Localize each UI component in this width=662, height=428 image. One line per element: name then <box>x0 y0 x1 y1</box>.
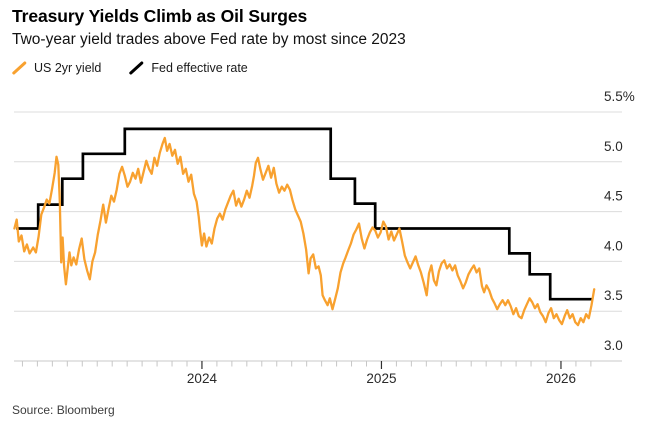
y-tick-label: 3.0 <box>604 338 623 353</box>
series-us-2yr-yield <box>13 136 596 327</box>
y-gridlines <box>14 111 622 362</box>
legend-label: US 2yr yield <box>34 61 102 75</box>
page-title: Treasury Yields Climb as Oil Surges <box>12 6 308 26</box>
chart-subtitle: Two-year yield trades above Fed rate by … <box>12 31 406 48</box>
y-tick-label: 5.5% <box>604 89 635 104</box>
source-credit: Source: Bloomberg <box>12 403 115 417</box>
x-tick-label: 2026 <box>546 371 576 386</box>
x-axis-labels: 2024 2025 2026 <box>187 371 576 386</box>
y-tick-label: 4.0 <box>604 238 623 253</box>
black-line-swatch-icon <box>129 61 144 75</box>
legend-item-fed-effective-rate: Fed effective rate <box>129 61 248 75</box>
series-fed-effective-rate <box>16 127 594 301</box>
x-tick-label: 2025 <box>366 371 396 386</box>
y-axis-labels: 5.5% 5.0 4.5 4.0 3.5 3.0 <box>604 89 635 353</box>
y-tick-label: 4.5 <box>604 189 623 204</box>
orange-line-swatch-icon <box>12 61 27 75</box>
x-tick-label: 2024 <box>187 371 218 386</box>
y-tick-label: 3.5 <box>604 288 623 303</box>
y-tick-label: 5.0 <box>604 139 623 154</box>
legend: US 2yr yield Fed effective rate <box>12 61 248 75</box>
x-axis-ticks <box>21 361 592 369</box>
legend-item-us-2yr-yield: US 2yr yield <box>12 61 101 75</box>
legend-label: Fed effective rate <box>151 61 248 75</box>
